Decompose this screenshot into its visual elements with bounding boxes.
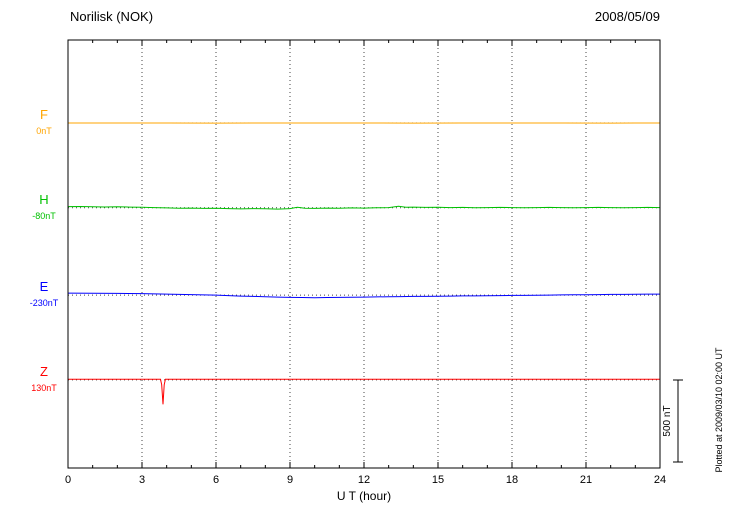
gridlines bbox=[141, 40, 587, 468]
x-tick-label: 3 bbox=[139, 474, 145, 486]
x-axis-label: U T (hour) bbox=[337, 489, 391, 503]
series-label-E: E bbox=[40, 279, 49, 294]
series-label-H: H bbox=[39, 192, 48, 207]
trace-E bbox=[67, 292, 660, 299]
trace-H bbox=[67, 205, 661, 210]
x-tick-label: 0 bbox=[65, 474, 71, 486]
date-label: 2008/05/09 bbox=[595, 9, 660, 24]
plotted-at-note: Plotted at 2009/03/10 02:00 UT bbox=[714, 347, 724, 473]
scale-bar: 500 nT bbox=[662, 379, 683, 463]
plot-frame bbox=[67, 39, 661, 469]
x-tick-label: 15 bbox=[432, 474, 444, 486]
x-tick-label: 18 bbox=[506, 474, 518, 486]
page-title: Norilisk (NOK) bbox=[70, 9, 153, 24]
scale-bar-label: 500 nT bbox=[662, 405, 673, 436]
x-tick-label: 12 bbox=[358, 474, 370, 486]
series-label-Z: Z bbox=[40, 364, 48, 379]
series-label-F: F bbox=[40, 107, 48, 122]
trace-legend-labels: F 0nT H -80nT E -230nT Z 130nT bbox=[30, 107, 59, 393]
x-tick-label: 24 bbox=[654, 474, 666, 486]
x-tick-label: 9 bbox=[287, 474, 293, 486]
trace-Z bbox=[67, 378, 660, 405]
trace-baselines bbox=[68, 122, 660, 381]
series-offset-label-Z: 130nT bbox=[31, 383, 57, 393]
series-offset-label-E: -230nT bbox=[30, 298, 59, 308]
x-tick-label: 21 bbox=[580, 474, 592, 486]
axis-tick-labels: 0 3 6 9 12 15 18 21 24 bbox=[65, 474, 666, 486]
trace-lines bbox=[67, 122, 661, 405]
series-offset-label-F: 0nT bbox=[36, 126, 52, 136]
series-offset-label-H: -80nT bbox=[32, 211, 56, 221]
x-tick-label: 6 bbox=[213, 474, 219, 486]
